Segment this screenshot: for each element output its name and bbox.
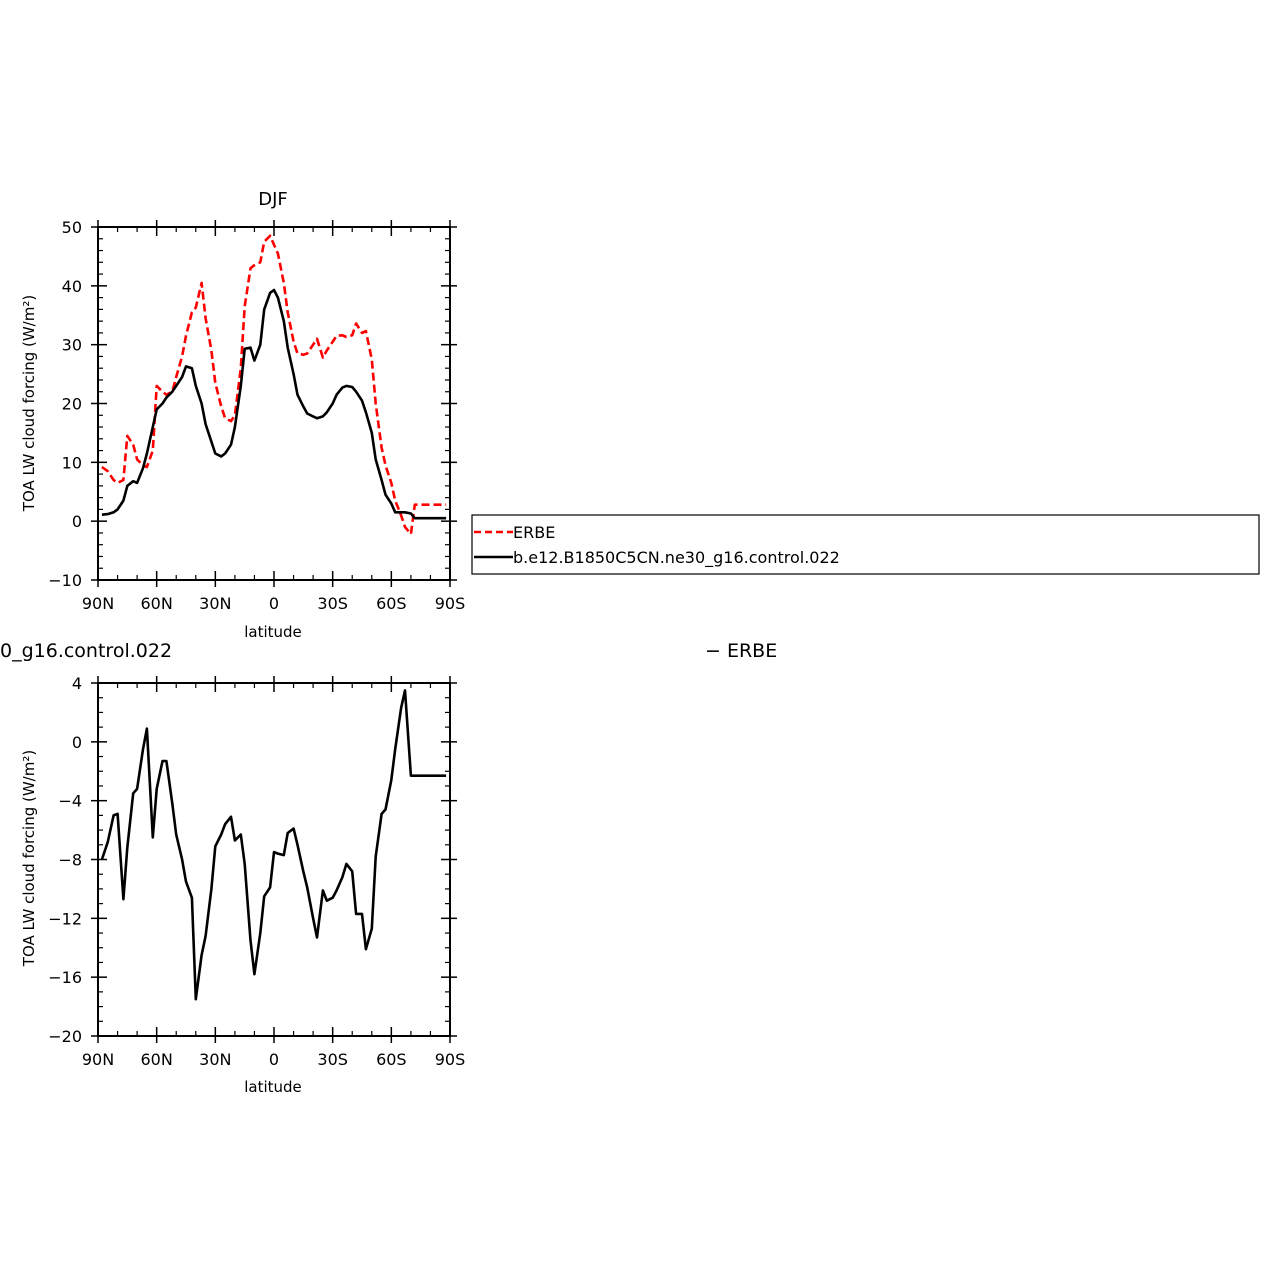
legend: ERBE b.e12.B1850C5CN.ne30_g16.control.02… xyxy=(471,514,1260,575)
y-tick-label: 30 xyxy=(62,336,82,355)
x-tick-label: 90N xyxy=(82,594,114,613)
x-tick-label: 60N xyxy=(141,594,173,613)
x-tick-label: 60S xyxy=(376,594,407,613)
series-line-second xyxy=(101,288,447,520)
chart-title-left: 0_g16.control.022 xyxy=(0,640,172,662)
y-tick-label: 10 xyxy=(62,453,82,472)
y-tick-label: 40 xyxy=(62,277,82,296)
x-tick-label: 30S xyxy=(317,1050,348,1069)
chart-title-right: − ERBE xyxy=(705,640,777,662)
chart-title: DJF xyxy=(258,189,288,210)
y-tick-label: 0 xyxy=(72,512,82,531)
x-tick-label: 90S xyxy=(435,1050,466,1069)
legend-label-erbe: ERBE xyxy=(513,523,555,542)
x-tick-label: 60S xyxy=(376,1050,407,1069)
y-tick-label: 0 xyxy=(72,733,82,752)
legend-label-model: b.e12.B1850C5CN.ne30_g16.control.022 xyxy=(513,548,840,568)
plot-frame xyxy=(97,226,451,581)
y-tick-label: −8 xyxy=(58,851,82,870)
x-tick-label: 0 xyxy=(269,594,279,613)
x-tick-label: 30S xyxy=(317,594,348,613)
y-axis-label: TOA LW cloud forcing (W/m²) xyxy=(20,295,38,512)
x-axis-label: latitude xyxy=(244,1078,302,1096)
y-tick-label: −20 xyxy=(48,1027,82,1046)
x-tick-label: 30N xyxy=(199,1050,231,1069)
y-tick-label: −10 xyxy=(48,571,82,590)
y-tick-label: −12 xyxy=(48,909,82,928)
series-line-first xyxy=(101,234,447,536)
y-tick-label: −16 xyxy=(48,968,82,987)
x-tick-label: 0 xyxy=(269,1050,279,1069)
x-tick-label: 30N xyxy=(199,594,231,613)
x-axis-label: latitude xyxy=(244,623,302,641)
x-tick-label: 60N xyxy=(141,1050,173,1069)
bottom-panel: 0_g16.control.022 − ERBE TOA LW cloud fo… xyxy=(0,640,777,1096)
legend-box xyxy=(471,514,1260,575)
y-axis-label: TOA LW cloud forcing (W/m²) xyxy=(20,750,38,967)
y-tick-label: 4 xyxy=(72,674,82,693)
x-tick-label: 90N xyxy=(82,1050,114,1069)
x-tick-label: 90S xyxy=(435,594,466,613)
y-tick-label: 20 xyxy=(62,395,82,414)
top-panel: DJF TOA LW cloud forcing (W/m²) latitude… xyxy=(20,189,465,641)
y-tick-label: −4 xyxy=(58,792,82,811)
series-line xyxy=(100,689,447,1001)
y-tick-label: 50 xyxy=(62,218,82,237)
